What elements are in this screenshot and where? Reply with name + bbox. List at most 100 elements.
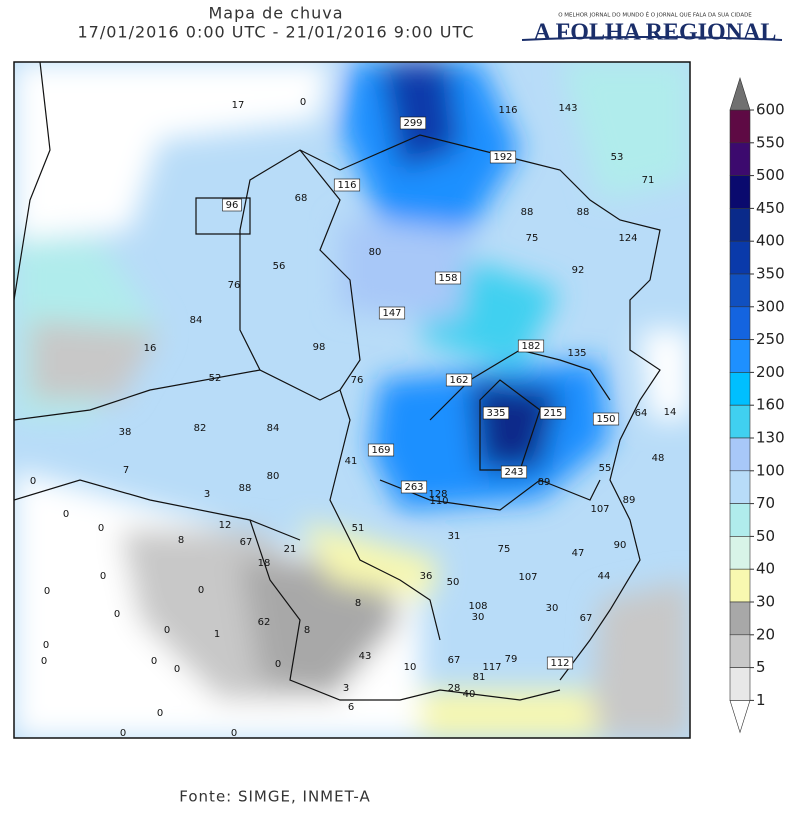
station-value: 89 xyxy=(538,477,551,488)
station-value: 192 xyxy=(493,152,512,163)
station-value: 52 xyxy=(209,373,222,384)
station-value: 16 xyxy=(144,343,157,354)
station-value: 299 xyxy=(403,118,422,129)
station-value: 88 xyxy=(239,483,252,494)
station-value: 117 xyxy=(482,662,501,673)
station-value: 0 xyxy=(30,476,36,487)
station-value: 47 xyxy=(572,548,585,559)
station-value: 169 xyxy=(371,445,390,456)
station-value: 56 xyxy=(273,261,286,272)
colorbar-tick-label: 200 xyxy=(756,363,785,381)
colorbar-segment xyxy=(729,306,751,340)
station-value: 158 xyxy=(438,273,457,284)
station-value: 67 xyxy=(580,613,593,624)
colorbar-tick-label: 70 xyxy=(756,494,775,512)
station-value: 80 xyxy=(369,247,382,258)
colorbar-tick-label: 160 xyxy=(756,396,785,414)
station-value: 88 xyxy=(521,207,534,218)
station-value: 0 xyxy=(231,728,237,739)
station-value: 18 xyxy=(258,558,271,569)
station-value: 335 xyxy=(486,408,505,419)
station-value: 0 xyxy=(41,656,47,667)
station-value: 263 xyxy=(404,482,423,493)
station-value: 96 xyxy=(226,200,239,211)
logo-tagline: O MELHOR JORNAL DO MUNDO É O JORNAL QUE … xyxy=(558,11,752,19)
label-box xyxy=(489,150,517,164)
station-value: 75 xyxy=(526,233,539,244)
label-box xyxy=(399,116,427,130)
colorbar-segment xyxy=(729,404,751,439)
station-value: 98 xyxy=(313,342,326,353)
station-value: 80 xyxy=(267,471,280,482)
logo-swoosh xyxy=(521,36,783,41)
station-value: 43 xyxy=(359,651,372,662)
station-value: 51 xyxy=(352,523,365,534)
colorbar-tick-label: 550 xyxy=(756,133,785,151)
colorbar-tick-label: 5 xyxy=(756,658,766,676)
station-value: 0 xyxy=(198,585,204,596)
colorbar: 6005505004504003503002502001601301007050… xyxy=(729,76,785,734)
colorbar-segment xyxy=(729,372,751,406)
station-value: 135 xyxy=(567,348,586,359)
station-value: 76 xyxy=(351,375,364,386)
station-value: 84 xyxy=(190,315,203,326)
colorbar-segment xyxy=(729,208,751,242)
station-value: 14 xyxy=(664,407,677,418)
colorbar-tick-label: 450 xyxy=(756,199,785,217)
station-value: 0 xyxy=(63,509,69,520)
colorbar-tick-label: 40 xyxy=(756,560,775,578)
label-box xyxy=(539,406,567,420)
label-box xyxy=(482,406,510,420)
station-value: 7 xyxy=(123,465,129,476)
station-value: 0 xyxy=(157,708,163,719)
station-value: 10 xyxy=(404,662,417,673)
station-value: 0 xyxy=(275,659,281,670)
colorbar-tick-label: 50 xyxy=(756,527,775,545)
colorbar-segment xyxy=(729,568,751,603)
station-value: 17 xyxy=(232,100,245,111)
colorbar-tick-label: 130 xyxy=(756,429,785,447)
station-value: 31 xyxy=(448,531,461,542)
station-value: 75 xyxy=(498,544,511,555)
colorbar-tick-label: 30 xyxy=(756,593,775,611)
station-value: 64 xyxy=(635,408,648,419)
colorbar-segment xyxy=(729,667,751,701)
label-box xyxy=(546,656,574,670)
station-value: 40 xyxy=(463,689,476,700)
map-title: Mapa de chuva xyxy=(208,4,343,23)
colorbar-segment xyxy=(729,536,751,570)
station-value: 107 xyxy=(590,504,609,515)
station-value: 62 xyxy=(258,617,271,628)
station-value: 79 xyxy=(505,654,518,665)
station-value: 0 xyxy=(43,640,49,651)
station-value: 0 xyxy=(98,523,104,534)
colorbar-segment xyxy=(729,634,751,668)
colorbar-tick-label: 20 xyxy=(756,625,775,643)
station-value: 81 xyxy=(473,672,486,683)
station-value: 92 xyxy=(572,265,585,276)
colorbar-tick-label: 600 xyxy=(756,101,785,119)
colorbar-tick-label: 350 xyxy=(756,265,785,283)
label-box xyxy=(500,465,528,479)
colorbar-segment xyxy=(729,503,751,537)
colorbar-tick-label: 500 xyxy=(756,166,785,184)
label-box xyxy=(400,480,428,494)
station-value: 3 xyxy=(343,683,349,694)
station-value: 8 xyxy=(355,598,361,609)
station-value: 6 xyxy=(348,702,354,713)
station-value: 124 xyxy=(618,233,637,244)
colorbar-over xyxy=(729,76,751,111)
station-value: 143 xyxy=(558,103,577,114)
colorbar-tick-label: 250 xyxy=(756,330,785,348)
map-field xyxy=(14,62,690,738)
station-value: 108 xyxy=(468,601,487,612)
station-value: 116 xyxy=(498,105,517,116)
station-value: 0 xyxy=(44,586,50,597)
colorbar-under xyxy=(729,700,751,734)
station-value: 0 xyxy=(174,664,180,675)
label-box xyxy=(367,443,395,457)
colorbar-tick-label: 100 xyxy=(756,461,785,479)
station-value: 107 xyxy=(518,572,537,583)
station-value: 3 xyxy=(204,489,210,500)
